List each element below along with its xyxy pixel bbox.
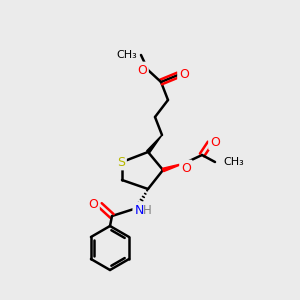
Text: N: N xyxy=(134,203,144,217)
Text: O: O xyxy=(137,64,147,76)
Text: O: O xyxy=(179,68,189,82)
Text: O: O xyxy=(88,199,98,212)
Polygon shape xyxy=(147,135,162,153)
Polygon shape xyxy=(163,163,185,172)
Text: H: H xyxy=(142,205,152,218)
Text: O: O xyxy=(181,161,191,175)
Text: CH₃: CH₃ xyxy=(116,50,137,60)
Text: CH₃: CH₃ xyxy=(223,157,244,167)
Text: S: S xyxy=(117,155,125,169)
Text: O: O xyxy=(210,136,220,148)
